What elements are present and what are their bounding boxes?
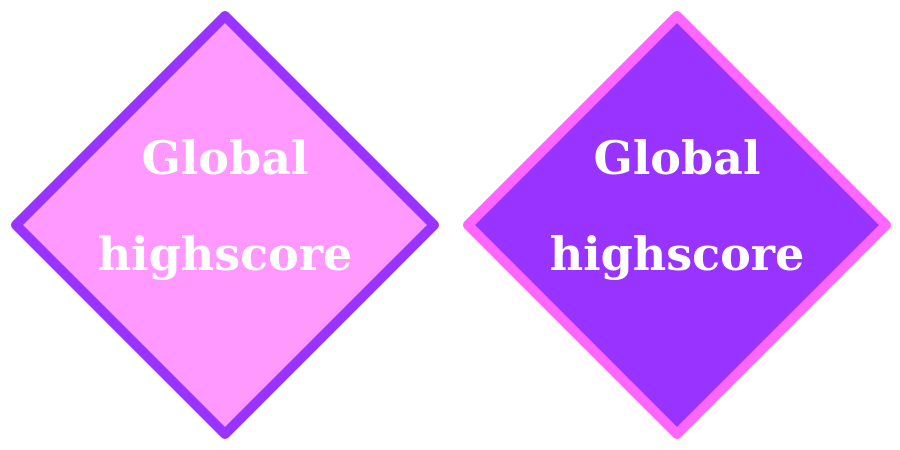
global-highscore-button-normal[interactable]: Global highscore	[10, 10, 440, 440]
diamond-shape	[11, 11, 439, 439]
diamond-shape	[463, 11, 891, 439]
global-highscore-button-hover[interactable]: Global highscore	[462, 10, 892, 440]
